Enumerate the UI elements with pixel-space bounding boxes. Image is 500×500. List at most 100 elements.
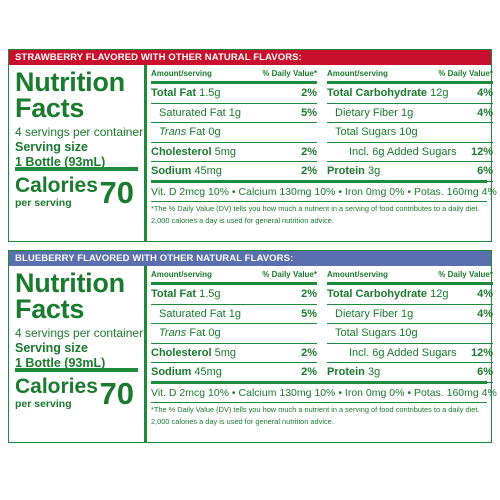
nutrient-dv: 4% bbox=[477, 288, 493, 300]
calories-label: Calories bbox=[15, 174, 98, 197]
nutrient-row: Total Sugars 10g bbox=[327, 123, 493, 143]
nutrient-row: Total Carbohydrate 12g 4% bbox=[327, 84, 493, 104]
nutrient-name: Total Sugars bbox=[335, 327, 397, 339]
nutrient-dv: 2% bbox=[301, 145, 317, 158]
nutrient-row: Saturated Fat 1g 5% bbox=[151, 305, 317, 324]
nutrient-amount: 1g bbox=[401, 307, 414, 320]
nutrient-name: Incl. 6g Added Sugars bbox=[349, 346, 457, 359]
nutrient-row: Dietary Fiber 1g 4% bbox=[327, 104, 493, 123]
dv-footnote: *The % Daily Value (DV) tells you how mu… bbox=[151, 404, 487, 428]
nutrient-amount: 1g bbox=[228, 106, 241, 119]
nutrient-amount: 45mg bbox=[194, 366, 222, 378]
column-header: Amount/serving % Daily Value* bbox=[151, 266, 317, 285]
dv-footnote: *The % Daily Value (DV) tells you how mu… bbox=[151, 203, 487, 227]
nutrient-row: Sodium 45mg 2% bbox=[151, 162, 317, 182]
nutrition-title: Nutrition Facts bbox=[15, 67, 144, 123]
vitamins-row: Vit. D 2mcg 10% • Calcium 130mg 10% • Ir… bbox=[151, 180, 497, 202]
nutrient-amount: 5mg bbox=[214, 346, 236, 359]
nutrient-amount: 12g bbox=[430, 87, 449, 99]
nutrient-amount: 3g bbox=[367, 366, 381, 378]
nutrient-name: Saturated Fat bbox=[159, 106, 226, 119]
nutrient-name: Protein bbox=[327, 366, 365, 378]
nutrient-row: Protein 3g 6% bbox=[327, 363, 493, 383]
nutrient-row: Trans Fat 0g bbox=[151, 324, 317, 344]
calories-row: Calories per serving 70 bbox=[15, 175, 134, 215]
nutrient-dv: 2% bbox=[301, 288, 317, 300]
footnote-line-1: *The % Daily Value (DV) tells you how mu… bbox=[151, 405, 480, 414]
nutrient-dv: 4% bbox=[477, 106, 493, 119]
flavor-banner: BLUEBERRY FLAVORED WITH OTHER NATURAL FL… bbox=[9, 251, 491, 266]
amount-header: Amount/serving bbox=[151, 270, 212, 279]
facts-summary: Nutrition Facts 4 servings per container… bbox=[9, 266, 147, 442]
nutrient-name: Trans bbox=[159, 327, 187, 339]
nutrient-amount: 1g bbox=[401, 106, 414, 119]
dv-header: % Daily Value* bbox=[438, 69, 493, 78]
title-line-2: Facts bbox=[15, 294, 85, 324]
nutrient-name: Incl. 6g Added Sugars bbox=[349, 145, 457, 158]
nutrient-amount: 1.5g bbox=[199, 288, 221, 300]
nutrient-dv: 12% bbox=[470, 346, 493, 359]
nutrition-title: Nutrition Facts bbox=[15, 268, 144, 324]
nutrient-dv: 4% bbox=[477, 307, 493, 320]
nutrient-dv: 6% bbox=[477, 366, 493, 378]
nutrient-amount: 1.5g bbox=[199, 87, 221, 99]
nutrient-row: Saturated Fat 1g 5% bbox=[151, 104, 317, 123]
calories-value: 70 bbox=[99, 376, 134, 411]
flavor-banner: STRAWBERRY FLAVORED WITH OTHER NATURAL F… bbox=[9, 50, 491, 65]
nutrient-row: Cholesterol 5mg 2% bbox=[151, 143, 317, 162]
calories-label: Calories bbox=[15, 375, 98, 398]
nutrient-amount: 10g bbox=[399, 126, 418, 138]
amount-header: Amount/serving bbox=[327, 270, 388, 279]
nutrient-row: Incl. 6g Added Sugars 12% bbox=[327, 344, 493, 363]
nutrition-panel-strawberry: STRAWBERRY FLAVORED WITH OTHER NATURAL F… bbox=[8, 49, 497, 242]
nutrient-amount: 45mg bbox=[194, 165, 222, 177]
nutrient-row: Incl. 6g Added Sugars 12% bbox=[327, 143, 493, 162]
nutrient-dv: 2% bbox=[301, 87, 317, 99]
nutrient-name: Total Sugars bbox=[335, 126, 397, 138]
nutrient-dv: 2% bbox=[301, 366, 317, 378]
nutrient-row: Total Carbohydrate 12g 4% bbox=[327, 285, 493, 305]
nutrient-column-right: Amount/serving % Daily Value* Total Carb… bbox=[327, 266, 493, 383]
servings-per-container: 4 servings per container bbox=[15, 326, 144, 340]
nutrient-row: Protein 3g 6% bbox=[327, 162, 493, 182]
footnote-line-2: 2,000 calories a day is used for general… bbox=[151, 216, 334, 225]
nutrient-dv: 6% bbox=[477, 165, 493, 177]
title-line-1: Nutrition bbox=[15, 268, 125, 298]
serving-size-value: 1 Bottle (93mL) bbox=[15, 356, 106, 370]
serving-size-value: 1 Bottle (93mL) bbox=[15, 155, 106, 169]
serving-size-label: Serving size bbox=[15, 341, 88, 355]
nutrient-row: Total Sugars 10g bbox=[327, 324, 493, 344]
nutrient-name: Cholesterol bbox=[151, 346, 212, 359]
nutrient-name: Saturated Fat bbox=[159, 307, 226, 320]
nutrient-table: Amount/serving % Daily Value* Total Fat … bbox=[151, 65, 497, 241]
footnote-line-2: 2,000 calories a day is used for general… bbox=[151, 417, 334, 426]
nutrient-name: Dietary Fiber bbox=[335, 307, 398, 320]
divider bbox=[15, 167, 138, 171]
nutrient-dv: 2% bbox=[301, 346, 317, 359]
nutrient-name: Total Fat bbox=[151, 87, 197, 99]
title-line-1: Nutrition bbox=[15, 67, 125, 97]
nutrient-name: Sodium bbox=[151, 366, 192, 378]
nutrient-amount: 10g bbox=[399, 327, 418, 339]
calories-row: Calories per serving 70 bbox=[15, 376, 134, 416]
calories-per: per serving bbox=[15, 398, 72, 410]
nutrient-row: Total Fat 1.5g 2% bbox=[151, 285, 317, 305]
nutrient-name: Protein bbox=[327, 165, 365, 177]
serving-size-label: Serving size bbox=[15, 140, 88, 154]
nutrient-dv: 12% bbox=[470, 145, 493, 158]
nutrient-name: Sodium bbox=[151, 165, 192, 177]
nutrient-row: Trans Fat 0g bbox=[151, 123, 317, 143]
nutrient-amount: 5mg bbox=[214, 145, 236, 158]
nutrient-dv: 2% bbox=[301, 165, 317, 177]
nutrient-row: Sodium 45mg 2% bbox=[151, 363, 317, 383]
column-header: Amount/serving % Daily Value* bbox=[151, 65, 317, 84]
amount-header: Amount/serving bbox=[151, 69, 212, 78]
nutrient-table: Amount/serving % Daily Value* Total Fat … bbox=[151, 266, 497, 442]
title-line-2: Facts bbox=[15, 93, 85, 123]
nutrient-name: Trans bbox=[159, 126, 187, 138]
nutrient-row: Cholesterol 5mg 2% bbox=[151, 344, 317, 363]
nutrient-name: Total Fat bbox=[151, 288, 197, 300]
nutrient-name: Total Carbohydrate bbox=[327, 288, 428, 300]
amount-header: Amount/serving bbox=[327, 69, 388, 78]
nutrient-row: Dietary Fiber 1g 4% bbox=[327, 305, 493, 324]
